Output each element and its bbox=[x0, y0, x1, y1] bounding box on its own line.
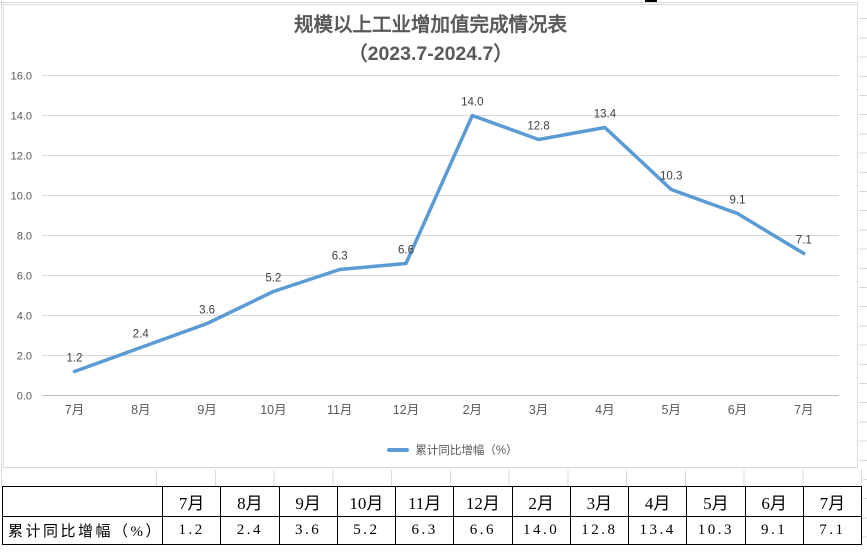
x-axis-tick-label: 11月 bbox=[327, 403, 352, 417]
data-label: 5.2 bbox=[265, 273, 281, 285]
table-header-cell[interactable]: 7月 bbox=[161, 486, 222, 517]
table-header-cell[interactable]: 9月 bbox=[278, 486, 338, 517]
table-header-cell[interactable]: 12月 bbox=[453, 486, 513, 517]
data-label: 6.6 bbox=[398, 245, 414, 257]
x-axis-tick-label: 9月 bbox=[197, 403, 216, 417]
y-axis-tick-label: 14.0 bbox=[11, 111, 32, 123]
legend-line-swatch bbox=[387, 448, 410, 452]
y-axis-tick-label: 2.0 bbox=[17, 351, 32, 363]
table-header-row: 7月 8月 9月 10月 11月 12月 2月 3月 4月 5月 6月 7月 bbox=[2, 486, 863, 517]
chart-title-block: 规模以上工业增加值完成情况表 （2023.7-2024.7） bbox=[4, 11, 857, 69]
sheet-gridlines-right bbox=[859, 0, 867, 552]
x-axis-tick-label: 7月 bbox=[794, 403, 813, 417]
table-value-cell[interactable]: 3.6 bbox=[278, 515, 338, 545]
plot-area: 0.0 2.0 4.0 6.0 8.0 10.0 12.0 14.0 16.0 1.2 7月 2.4 8… bbox=[11, 71, 839, 417]
line-chart[interactable]: 0.0 2.0 4.0 6.0 8.0 10.0 12.0 14.0 16.0 1.2 7月 2.4 8… bbox=[3, 4, 858, 468]
series-line bbox=[72, 113, 806, 374]
data-label: 2.4 bbox=[133, 329, 150, 341]
y-axis-tick-label: 12.0 bbox=[11, 151, 32, 163]
data-label: 3.6 bbox=[199, 305, 215, 317]
x-axis-tick-label: 5月 bbox=[661, 403, 680, 417]
table-value-cell[interactable]: 6.6 bbox=[453, 515, 513, 545]
table-header-cell[interactable]: 6月 bbox=[744, 486, 804, 517]
x-axis-tick-label: 4月 bbox=[595, 403, 614, 417]
table-value-cell[interactable]: 14.0 bbox=[511, 515, 571, 545]
x-axis-tick-label: 10月 bbox=[260, 403, 286, 417]
table-data-row: 累计同比增幅（%） 1.2 2.4 3.6 5.2 6.3 6.6 14.0 12.8 13.4… bbox=[2, 515, 863, 545]
chart-legend: 累计同比增幅（%） bbox=[4, 442, 857, 458]
sheet-gridline-left bbox=[1, 0, 2, 486]
chart-title: 规模以上工业增加值完成情况表 bbox=[293, 14, 567, 36]
table-value-cell[interactable]: 10.3 bbox=[686, 515, 746, 545]
table-header-cell[interactable]: 10月 bbox=[336, 486, 397, 517]
table-row-label-cell[interactable]: 累计同比增幅（%） bbox=[2, 515, 163, 545]
data-label: 10.3 bbox=[660, 171, 682, 183]
table-value-cell[interactable]: 12.8 bbox=[569, 515, 630, 545]
table-header-cell[interactable]: 3月 bbox=[569, 486, 630, 517]
table-value-cell[interactable]: 1.2 bbox=[161, 515, 222, 545]
table-header-cell[interactable]: 7月 bbox=[802, 486, 863, 517]
table-value-cell[interactable]: 5.2 bbox=[336, 515, 397, 545]
table-value-cell[interactable]: 13.4 bbox=[627, 515, 688, 545]
data-label: 7.1 bbox=[796, 235, 812, 247]
table-value-cell[interactable]: 7.1 bbox=[802, 515, 863, 545]
data-label: 6.3 bbox=[332, 251, 348, 263]
legend-entry[interactable]: 累计同比增幅（%） bbox=[387, 442, 518, 458]
cell-selection-mark bbox=[645, 0, 657, 2]
data-label: 9.1 bbox=[730, 195, 746, 207]
y-axis-tick-label: 6.0 bbox=[17, 271, 32, 283]
x-axis-tick-label: 2月 bbox=[463, 403, 482, 417]
sheet-gridlines-middle bbox=[156, 470, 863, 486]
data-label: 14.0 bbox=[461, 97, 483, 109]
table-value-cell[interactable]: 2.4 bbox=[220, 515, 280, 545]
table-value-cell[interactable]: 9.1 bbox=[744, 515, 804, 545]
y-axis-tick-label: 8.0 bbox=[17, 231, 32, 243]
table-header-cell[interactable]: 8月 bbox=[220, 486, 280, 517]
data-label: 12.8 bbox=[527, 121, 549, 133]
y-axis-tick-label: 4.0 bbox=[17, 311, 32, 323]
table-header-cell[interactable]: 4月 bbox=[627, 486, 688, 517]
table-corner-cell[interactable] bbox=[2, 486, 163, 517]
x-axis-tick-label: 3月 bbox=[529, 403, 548, 417]
x-axis-tick-label: 12月 bbox=[393, 403, 419, 417]
legend-label: 累计同比增幅（%） bbox=[415, 445, 518, 457]
y-axis-tick-label: 10.0 bbox=[11, 191, 32, 203]
x-axis-tick-label: 6月 bbox=[728, 403, 747, 417]
chart-subtitle: （2023.7-2024.7） bbox=[348, 43, 513, 65]
data-label: 1.2 bbox=[67, 353, 83, 365]
x-axis-tick-label: 7月 bbox=[65, 403, 84, 417]
data-label: 13.4 bbox=[594, 109, 617, 121]
table-header-cell[interactable]: 11月 bbox=[394, 486, 455, 517]
x-axis-tick-label: 8月 bbox=[131, 403, 150, 417]
y-axis-tick-label: 16.0 bbox=[11, 71, 32, 83]
table-value-cell[interactable]: 6.3 bbox=[394, 515, 455, 545]
y-axis-tick-label: 0.0 bbox=[17, 391, 32, 403]
sheet-gridline-top bbox=[0, 2, 867, 3]
table-header-cell[interactable]: 2月 bbox=[511, 486, 571, 517]
data-table: 7月 8月 9月 10月 11月 12月 2月 3月 4月 5月 6月 7月 累计同比增幅（%） 1.… bbox=[2, 486, 863, 545]
table-header-cell[interactable]: 5月 bbox=[686, 486, 746, 517]
